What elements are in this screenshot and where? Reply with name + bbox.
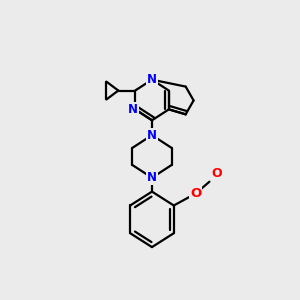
Text: N: N	[147, 73, 157, 86]
Text: N: N	[128, 103, 138, 116]
Text: N: N	[147, 129, 157, 142]
Text: O: O	[212, 167, 222, 180]
Text: O: O	[190, 187, 201, 200]
Text: N: N	[147, 171, 157, 184]
